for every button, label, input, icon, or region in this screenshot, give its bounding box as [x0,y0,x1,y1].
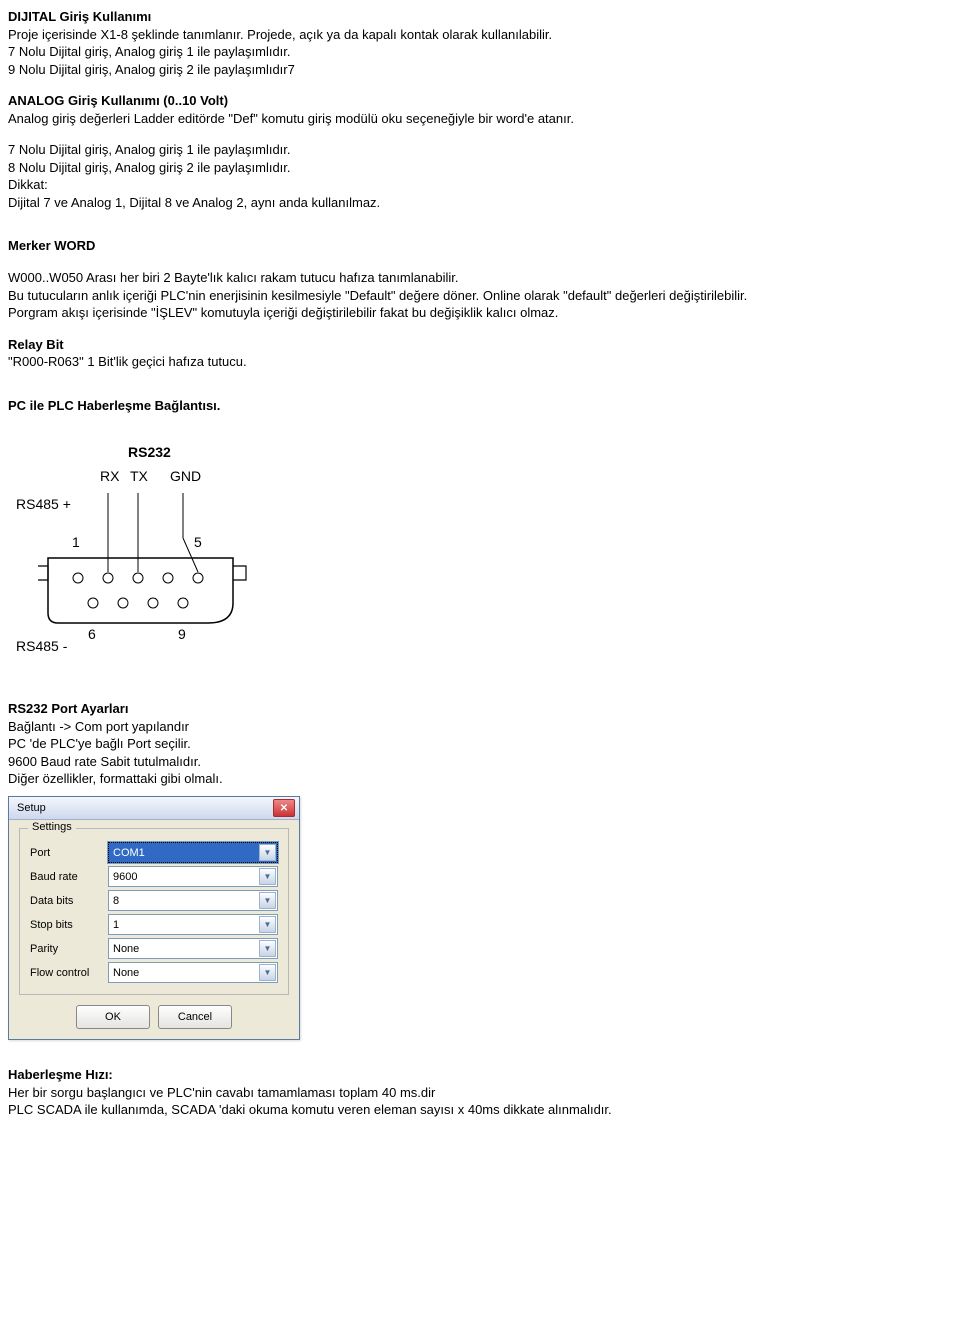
ok-button[interactable]: OK [76,1005,150,1029]
doc-text: "R000-R063" 1 Bit'lik geçici hafıza tutu… [8,353,952,371]
databits-select[interactable]: 8 ▼ [108,890,278,911]
label-gnd: GND [170,468,201,484]
section-title-analog: ANALOG Giriş Kullanımı (0..10 Volt) [8,92,952,110]
section-title-connection: PC ile PLC Haberleşme Bağlantısı. [8,397,952,415]
label-pin1: 1 [72,534,80,550]
baud-value: 9600 [113,871,137,883]
label-pin9: 9 [178,626,186,642]
chevron-down-icon: ▼ [259,916,276,933]
chevron-down-icon: ▼ [259,892,276,909]
label-tx: TX [130,468,148,484]
dialog-title: Setup [17,802,46,814]
flow-value: None [113,967,139,979]
doc-text: 7 Nolu Dijital giriş, Analog giriş 1 ile… [8,43,952,61]
label-databits: Data bits [30,895,108,907]
port-select[interactable]: COM1 ▼ [108,842,278,863]
chevron-down-icon: ▼ [259,844,276,861]
section-title-port: RS232 Port Ayarları [8,700,952,718]
label-pin6: 6 [88,626,96,642]
baud-select[interactable]: 9600 ▼ [108,866,278,887]
cancel-button[interactable]: Cancel [158,1005,232,1029]
doc-text: Porgram akışı içerisinde "İŞLEV" komutuy… [8,304,952,322]
section-title-relay: Relay Bit [8,336,952,354]
port-value: COM1 [113,847,145,859]
parity-select[interactable]: None ▼ [108,938,278,959]
flow-select[interactable]: None ▼ [108,962,278,983]
label-rx: RX [100,468,119,484]
label-rs485p: RS485 + [16,496,71,512]
section-title-digital: DIJITAL Giriş Kullanımı [8,8,952,26]
label-baud: Baud rate [30,871,108,883]
doc-text: Bağlantı -> Com port yapılandır [8,718,952,736]
doc-text: PLC SCADA ile kullanımda, SCADA 'daki ok… [8,1101,952,1119]
doc-text: Proje içerisinde X1-8 şeklinde tanımlanı… [8,26,952,44]
doc-text: Diğer özellikler, formattaki gibi olmalı… [8,770,952,788]
doc-text: 9 Nolu Dijital giriş, Analog giriş 2 ile… [8,61,952,79]
setup-dialog: Setup ✕ Settings Port COM1 ▼ Baud rate 9… [8,796,300,1040]
doc-text: 9600 Baud rate Sabit tutulmalıdır. [8,753,952,771]
label-rs485n: RS485 - [16,638,67,654]
doc-text: PC 'de PLC'ye bağlı Port seçilir. [8,735,952,753]
chevron-down-icon: ▼ [259,868,276,885]
label-pin5: 5 [194,534,202,550]
stopbits-select[interactable]: 1 ▼ [108,914,278,935]
section-title-speed: Haberleşme Hızı: [8,1066,952,1084]
label-parity: Parity [30,943,108,955]
close-icon[interactable]: ✕ [273,799,295,817]
chevron-down-icon: ▼ [259,940,276,957]
label-port: Port [30,847,108,859]
group-legend: Settings [28,821,76,833]
doc-text: Dikkat: [8,176,952,194]
databits-value: 8 [113,895,119,907]
doc-text: 7 Nolu Dijital giriş, Analog giriş 1 ile… [8,141,952,159]
doc-text: Analog giriş değerleri Ladder editörde "… [8,110,952,128]
doc-text: Her bir sorgu başlangıcı ve PLC'nin cava… [8,1084,952,1102]
stopbits-value: 1 [113,919,119,931]
label-rs232: RS232 [128,444,171,460]
parity-value: None [113,943,139,955]
section-title-merker: Merker WORD [8,237,952,255]
db9-connector-diagram: RS232 RX TX GND RS485 + 1 5 6 9 RS485 - [8,438,288,648]
label-flow: Flow control [30,967,108,979]
doc-text: Dijital 7 ve Analog 1, Dijital 8 ve Anal… [8,194,952,212]
doc-text: W000..W050 Arası her biri 2 Bayte'lık ka… [8,269,952,287]
chevron-down-icon: ▼ [259,964,276,981]
label-stopbits: Stop bits [30,919,108,931]
doc-text: Bu tutucuların anlık içeriği PLC'nin ene… [8,287,952,305]
doc-text: 8 Nolu Dijital giriş, Analog giriş 2 ile… [8,159,952,177]
